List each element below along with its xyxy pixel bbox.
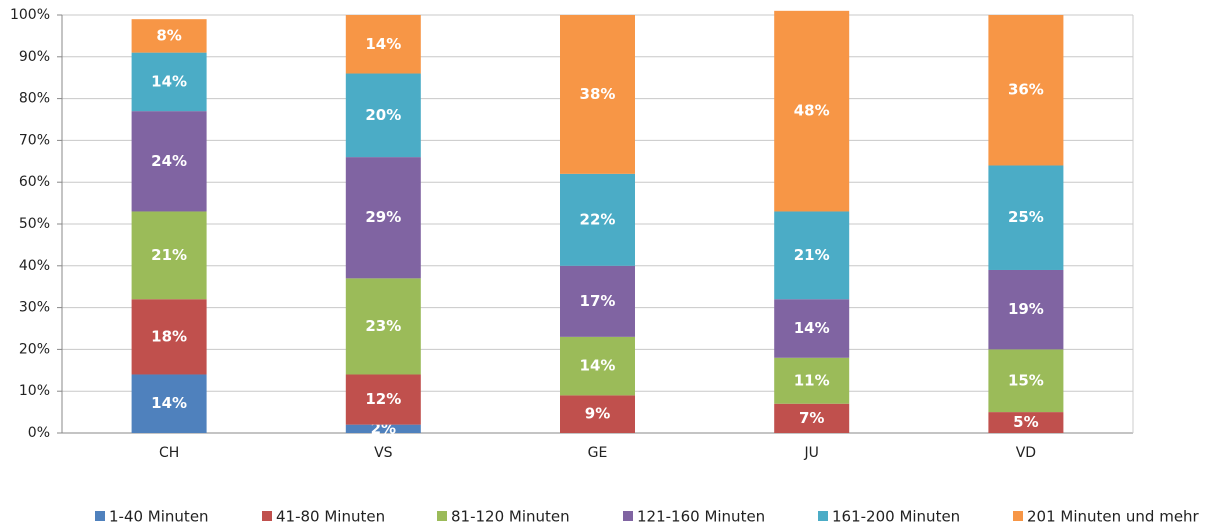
bar-segment <box>345 15 421 74</box>
legend-swatch <box>95 511 105 521</box>
y-tick-label: 10% <box>19 383 50 399</box>
bar-segment <box>560 15 635 174</box>
y-tick-label: 100% <box>10 7 50 23</box>
bar-segment <box>131 374 207 433</box>
data-label: 22% <box>580 210 616 228</box>
legend-label: 41-80 Minuten <box>276 508 385 524</box>
bar-segment <box>774 211 850 300</box>
y-tick-label: 90% <box>19 49 50 65</box>
bar-segment <box>131 111 207 212</box>
bar-segment <box>560 265 635 337</box>
bar-segment <box>345 278 421 375</box>
x-tick-label: VD <box>1016 445 1036 461</box>
data-label: 36% <box>1008 81 1044 99</box>
legend-swatch <box>1013 511 1023 521</box>
data-label: 19% <box>1008 300 1044 318</box>
data-label: 12% <box>365 390 401 408</box>
bar-segment <box>988 15 1064 166</box>
y-tick-label: 30% <box>19 300 50 316</box>
bar-segment <box>131 19 207 53</box>
data-label: 23% <box>365 317 401 335</box>
legend-swatch <box>818 511 828 521</box>
legend-label: 201 Minuten und mehr <box>1027 508 1200 524</box>
data-label: 14% <box>151 394 187 412</box>
y-tick-label: 60% <box>19 174 50 190</box>
bar-segment <box>345 424 421 433</box>
data-label: 14% <box>794 319 830 337</box>
bar-segment <box>560 336 635 396</box>
legend-label: 1-40 Minuten <box>109 508 209 524</box>
data-label: 11% <box>794 371 830 389</box>
bar-segment <box>345 157 421 279</box>
data-label: 8% <box>156 26 181 44</box>
data-label: 24% <box>151 152 187 170</box>
data-label: 38% <box>580 85 616 103</box>
y-tick-label: 40% <box>19 258 50 274</box>
bar-segment <box>345 374 421 425</box>
data-label: 48% <box>794 102 830 120</box>
legend-label: 121-160 Minuten <box>637 508 765 524</box>
data-label: 14% <box>580 357 616 375</box>
data-label: 20% <box>365 106 401 124</box>
data-label: 29% <box>365 208 401 226</box>
y-tick-label: 70% <box>19 132 50 148</box>
bar-segment <box>774 357 850 404</box>
legend-swatch <box>262 511 272 521</box>
data-label: 21% <box>151 246 187 264</box>
bar-segment <box>988 165 1064 270</box>
bar-segment <box>560 395 635 433</box>
legend-label: 81-120 Minuten <box>451 508 570 524</box>
legend-label: 161-200 Minuten <box>832 508 960 524</box>
bar-segment <box>774 403 850 433</box>
y-tick-label: 80% <box>19 91 50 107</box>
data-label: 7% <box>799 409 824 427</box>
data-label: 14% <box>365 35 401 53</box>
y-tick-label: 0% <box>28 425 50 441</box>
bar-segment <box>345 73 421 158</box>
data-label: 5% <box>1013 413 1038 431</box>
data-label: 18% <box>151 327 187 345</box>
x-tick-label: JU <box>804 445 819 461</box>
bar-segment <box>131 52 207 112</box>
data-label: 17% <box>580 292 616 310</box>
data-label: 25% <box>1008 208 1044 226</box>
bar-segment <box>988 349 1064 413</box>
x-tick-label: GE <box>588 445 608 461</box>
x-tick-label: CH <box>159 445 179 461</box>
y-tick-label: 20% <box>19 341 50 357</box>
data-label: 15% <box>1008 371 1044 389</box>
data-label: 9% <box>585 405 610 423</box>
legend-swatch <box>437 511 447 521</box>
bar-segment <box>988 269 1064 350</box>
legend-swatch <box>623 511 633 521</box>
bar-segment <box>774 10 850 212</box>
bar-segment <box>774 299 850 358</box>
data-label: 21% <box>794 246 830 264</box>
x-tick-label: VS <box>374 445 393 461</box>
y-tick-label: 50% <box>19 216 50 232</box>
bar-segment <box>131 299 207 375</box>
bar-segment <box>560 173 635 266</box>
data-label: 14% <box>151 72 187 90</box>
bar-segment <box>988 412 1064 433</box>
bar-segment <box>131 211 207 300</box>
